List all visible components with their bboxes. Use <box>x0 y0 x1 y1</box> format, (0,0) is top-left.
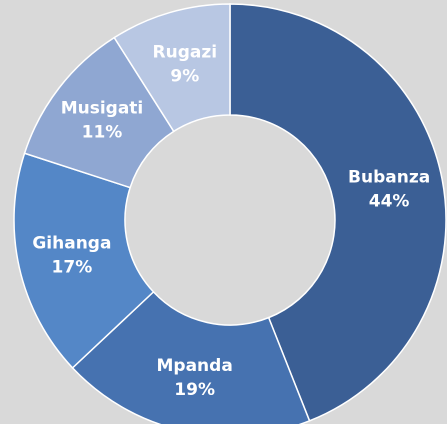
slice-value-label: 44% <box>369 192 410 212</box>
donut-slice <box>113 3 231 133</box>
donut-slice <box>13 152 155 369</box>
slice-label: Musigati <box>61 99 144 119</box>
slice-label: Rugazi <box>153 42 218 62</box>
donut-slice <box>71 290 311 424</box>
slice-label: Mpanda <box>157 356 233 376</box>
slice-label: Gihanga <box>32 233 111 253</box>
slice-value-label: 19% <box>174 380 215 400</box>
slice-value-label: 9% <box>170 66 199 86</box>
slice-value-label: 11% <box>82 123 123 143</box>
slice-value-label: 17% <box>52 257 93 277</box>
slice-label: Bubanza <box>348 168 430 188</box>
donut-slice <box>229 3 447 422</box>
